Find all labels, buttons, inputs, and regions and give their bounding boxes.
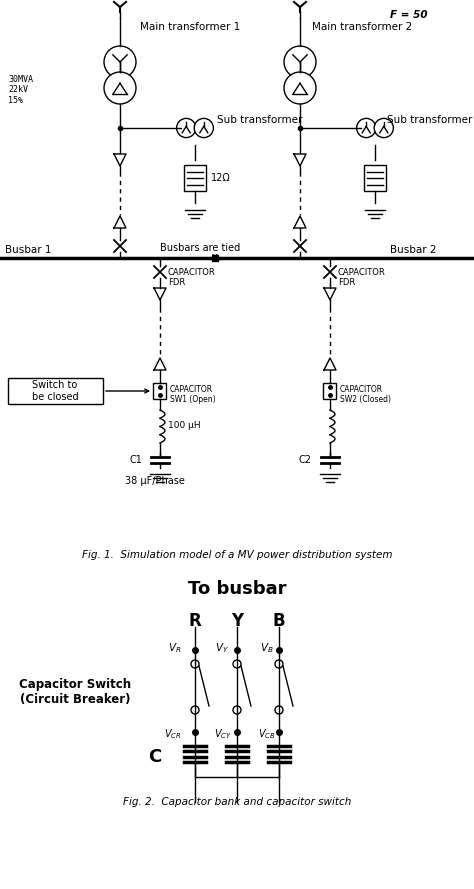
Text: C1: C1 <box>129 455 142 465</box>
Text: To busbar: To busbar <box>188 580 286 598</box>
Text: CAPACITOR
SW2 (Closed): CAPACITOR SW2 (Closed) <box>340 385 391 404</box>
Bar <box>364 165 386 191</box>
Text: $V_{CR}$: $V_{CR}$ <box>164 727 181 741</box>
Text: Busbar 1: Busbar 1 <box>5 245 52 255</box>
Text: Y: Y <box>231 612 243 630</box>
Text: C: C <box>148 748 162 766</box>
Text: 12Ω: 12Ω <box>211 173 231 183</box>
Circle shape <box>104 72 136 104</box>
Text: F = 50: F = 50 <box>390 10 428 20</box>
Text: $V_B$: $V_B$ <box>260 641 274 655</box>
Text: CAPACITOR
FDR: CAPACITOR FDR <box>338 268 386 287</box>
Text: Busbars are tied: Busbars are tied <box>160 243 240 253</box>
Text: 30MVA
22kV
15%: 30MVA 22kV 15% <box>8 75 33 105</box>
Text: R: R <box>189 612 201 630</box>
Text: Fig. 1.  Simulation model of a MV power distribution system: Fig. 1. Simulation model of a MV power d… <box>82 550 392 560</box>
Text: $V_Y$: $V_Y$ <box>215 641 229 655</box>
Text: C2: C2 <box>299 455 312 465</box>
Text: Main transformer 2: Main transformer 2 <box>312 22 412 32</box>
Circle shape <box>191 660 199 668</box>
Text: 38 μF/Phase: 38 μF/Phase <box>125 476 185 486</box>
Text: CAPACITOR
SW1 (Open): CAPACITOR SW1 (Open) <box>170 385 216 404</box>
Text: Sub transformer: Sub transformer <box>387 115 473 125</box>
Text: Main transformer 1: Main transformer 1 <box>140 22 240 32</box>
Text: Fig. 2.  Capacitor bank and capacitor switch: Fig. 2. Capacitor bank and capacitor swi… <box>123 797 351 807</box>
Circle shape <box>284 46 316 78</box>
Text: Capacitor Switch
(Circuit Breaker): Capacitor Switch (Circuit Breaker) <box>19 678 131 706</box>
Text: $V_{CY}$: $V_{CY}$ <box>214 727 232 741</box>
Circle shape <box>275 660 283 668</box>
Text: B: B <box>273 612 285 630</box>
Text: $V_R$: $V_R$ <box>167 641 181 655</box>
Bar <box>154 383 166 399</box>
Circle shape <box>191 706 199 714</box>
Circle shape <box>194 118 213 138</box>
Text: Sub transformer: Sub transformer <box>217 115 302 125</box>
Text: 100 μH: 100 μH <box>168 421 201 430</box>
Circle shape <box>356 118 376 138</box>
Circle shape <box>374 118 393 138</box>
Text: CAPACITOR
FDR: CAPACITOR FDR <box>168 268 216 287</box>
Circle shape <box>275 706 283 714</box>
Text: Switch to
be closed: Switch to be closed <box>32 380 78 402</box>
Text: Busbar 2: Busbar 2 <box>390 245 437 255</box>
Circle shape <box>233 660 241 668</box>
Circle shape <box>284 72 316 104</box>
Bar <box>323 383 337 399</box>
Bar <box>8 378 103 404</box>
Circle shape <box>104 46 136 78</box>
Bar <box>184 165 206 191</box>
Circle shape <box>177 118 196 138</box>
Circle shape <box>233 706 241 714</box>
Text: $V_{CB}$: $V_{CB}$ <box>258 727 276 741</box>
